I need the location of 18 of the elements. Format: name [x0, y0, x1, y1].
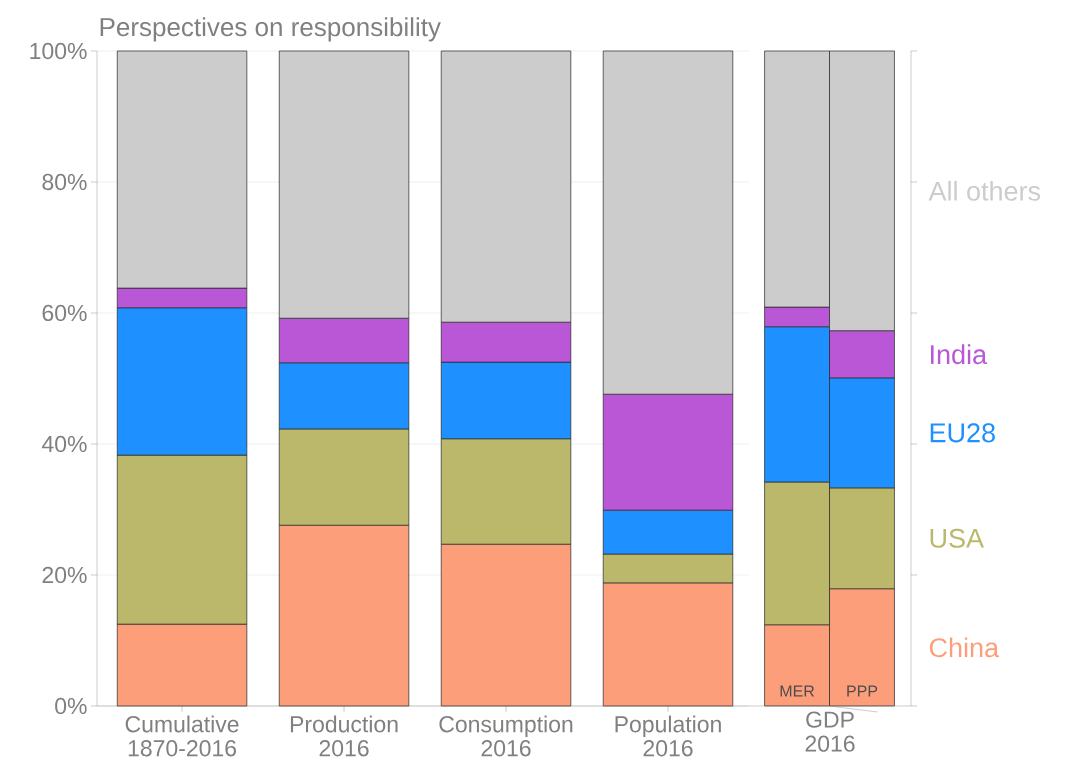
y-tick-label: 60% [42, 304, 87, 322]
y-tick-label: 100% [30, 42, 87, 60]
series-label: China [929, 637, 1000, 658]
y-tick-label: 20% [42, 566, 87, 584]
x-tick-label: Consumption 2016 [439, 715, 573, 757]
x-tick-label: Cumulative 1870-2016 [125, 715, 239, 757]
x-tick-label: PPP [847, 685, 878, 697]
chart-title: Perspectives on responsibility [100, 17, 441, 42]
x-tick-label: Population 2016 [615, 715, 721, 757]
series-label: India [931, 344, 988, 365]
x-tick-label: Production 2016 [290, 715, 398, 757]
y-tick-label: 80% [42, 173, 87, 191]
x-axis-title: GDP 2016 [805, 711, 855, 752]
series-label: USA [930, 528, 984, 548]
x-tick-label: MER [780, 685, 815, 697]
y-tick-label: 0% [55, 697, 87, 715]
series-label: EU28 [930, 423, 995, 443]
y-tick-label: 40% [41, 435, 87, 453]
